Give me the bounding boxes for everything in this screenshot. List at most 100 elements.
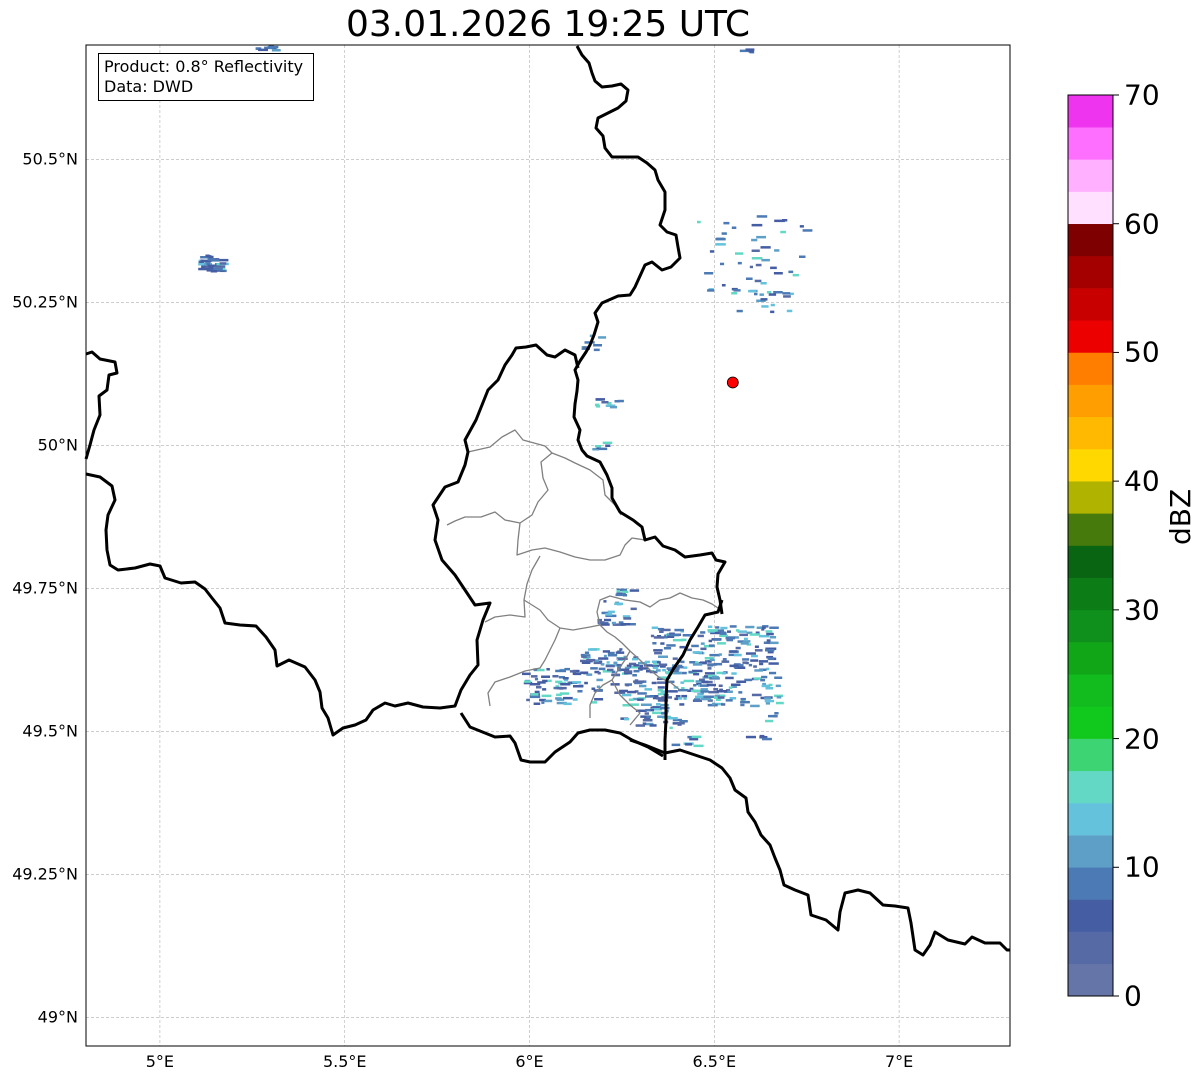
echo-pixel [595, 405, 601, 408]
echo-pixel [672, 718, 682, 722]
colorbar-segment [1068, 513, 1113, 546]
echo-pixel [644, 722, 654, 726]
echo-pixel [649, 670, 658, 674]
echo-pixel [219, 258, 229, 262]
country-border [572, 45, 727, 615]
echo-pixel [680, 681, 685, 684]
echo-pixel [668, 717, 678, 720]
echo-pixel [536, 686, 542, 689]
echo-pixel [569, 670, 577, 673]
echo-pixel [703, 644, 714, 648]
echo-pixel [534, 690, 540, 694]
echo-pixel [622, 590, 629, 594]
echo-pixel [607, 654, 618, 657]
echo-pixel [737, 640, 744, 643]
colorbar-segment [1068, 288, 1113, 321]
echo-pixel [633, 680, 644, 683]
echo-pixel [621, 693, 632, 697]
echo-pixel [700, 642, 705, 645]
echo-pixel [595, 659, 599, 662]
colorbar-segment [1068, 770, 1113, 804]
echo-pixel [657, 715, 667, 718]
echo-pixel [660, 690, 669, 693]
echo-pixel [708, 690, 719, 694]
colorbar-segment [1068, 577, 1113, 611]
echo-pixel [764, 697, 771, 700]
echo-pixel [628, 698, 634, 701]
echo-pixel [761, 305, 769, 308]
echo-pixel [768, 683, 773, 687]
echo-pixel [563, 696, 573, 700]
echo-pixel [601, 401, 609, 404]
echo-pixel [708, 639, 713, 643]
echo-pixel [679, 703, 685, 706]
colorbar-segment [1068, 867, 1113, 900]
echo-pixel [530, 695, 541, 699]
country-border [459, 712, 664, 764]
echo-pixel [748, 50, 754, 53]
echo-pixel [792, 273, 799, 277]
echo-pixel [735, 646, 741, 650]
echo-pixel [756, 235, 766, 239]
colorbar-frame [1067, 94, 1114, 997]
echo-pixel [563, 702, 572, 706]
echo-pixel [754, 669, 763, 672]
echo-pixel [762, 682, 766, 686]
echo-pixel [599, 447, 608, 451]
echo-pixel [672, 657, 678, 660]
echo-pixel [718, 653, 722, 656]
echo-pixel [641, 703, 652, 706]
echo-pixel [659, 630, 664, 633]
echo-pixel [717, 642, 726, 645]
echo-pixel [681, 694, 688, 698]
echo-pixel [705, 690, 709, 693]
lon-tick-label: 7°E [884, 1052, 914, 1071]
echo-pixel [766, 639, 771, 642]
echo-pixel [649, 695, 659, 698]
echo-pixel [198, 261, 204, 264]
echo-pixel [618, 621, 624, 624]
echo-pixel [720, 262, 725, 266]
echo-pixel [723, 221, 730, 225]
echo-pixel [721, 703, 726, 706]
echo-pixel [559, 692, 570, 695]
echo-pixel [623, 617, 632, 620]
echo-pixel [634, 681, 643, 685]
echo-pixel [749, 633, 761, 636]
echo-pixel [652, 711, 662, 715]
echo-pixel [605, 613, 613, 616]
echo-pixel [674, 628, 684, 632]
echo-pixel [625, 623, 636, 626]
echo-pixel [652, 642, 657, 645]
colorbar-segment [1068, 127, 1113, 160]
echo-pixel [725, 676, 734, 680]
echo-pixel [630, 666, 639, 669]
echo-pixel [728, 686, 733, 689]
echo-pixel [694, 698, 701, 701]
echo-pixel [624, 717, 630, 721]
echo-pixel [766, 641, 771, 644]
echo-pixel [651, 681, 657, 685]
echo-pixel [201, 265, 206, 268]
echo-pixel [691, 735, 702, 739]
echo-pixel [700, 684, 709, 687]
echo-pixel [703, 695, 715, 698]
echo-pixel [595, 398, 605, 401]
echo-pixel [596, 688, 603, 692]
echo-pixel [594, 670, 600, 674]
echo-pixel [657, 699, 669, 702]
echo-pixel [644, 660, 650, 664]
echo-pixel [700, 692, 705, 695]
echo-pixel [722, 672, 726, 675]
echo-pixel [198, 263, 205, 266]
echo-pixel [676, 722, 685, 725]
echo-pixel [616, 590, 620, 593]
echo-pixel [555, 685, 560, 688]
echo-pixel [580, 659, 587, 663]
colorbar-segment [1068, 320, 1113, 353]
echo-pixel [768, 293, 777, 296]
echo-pixel [700, 690, 706, 693]
lat-tick-label: 49°N [37, 1007, 78, 1027]
echo-pixel [660, 628, 671, 632]
echo-pixel [609, 405, 618, 409]
